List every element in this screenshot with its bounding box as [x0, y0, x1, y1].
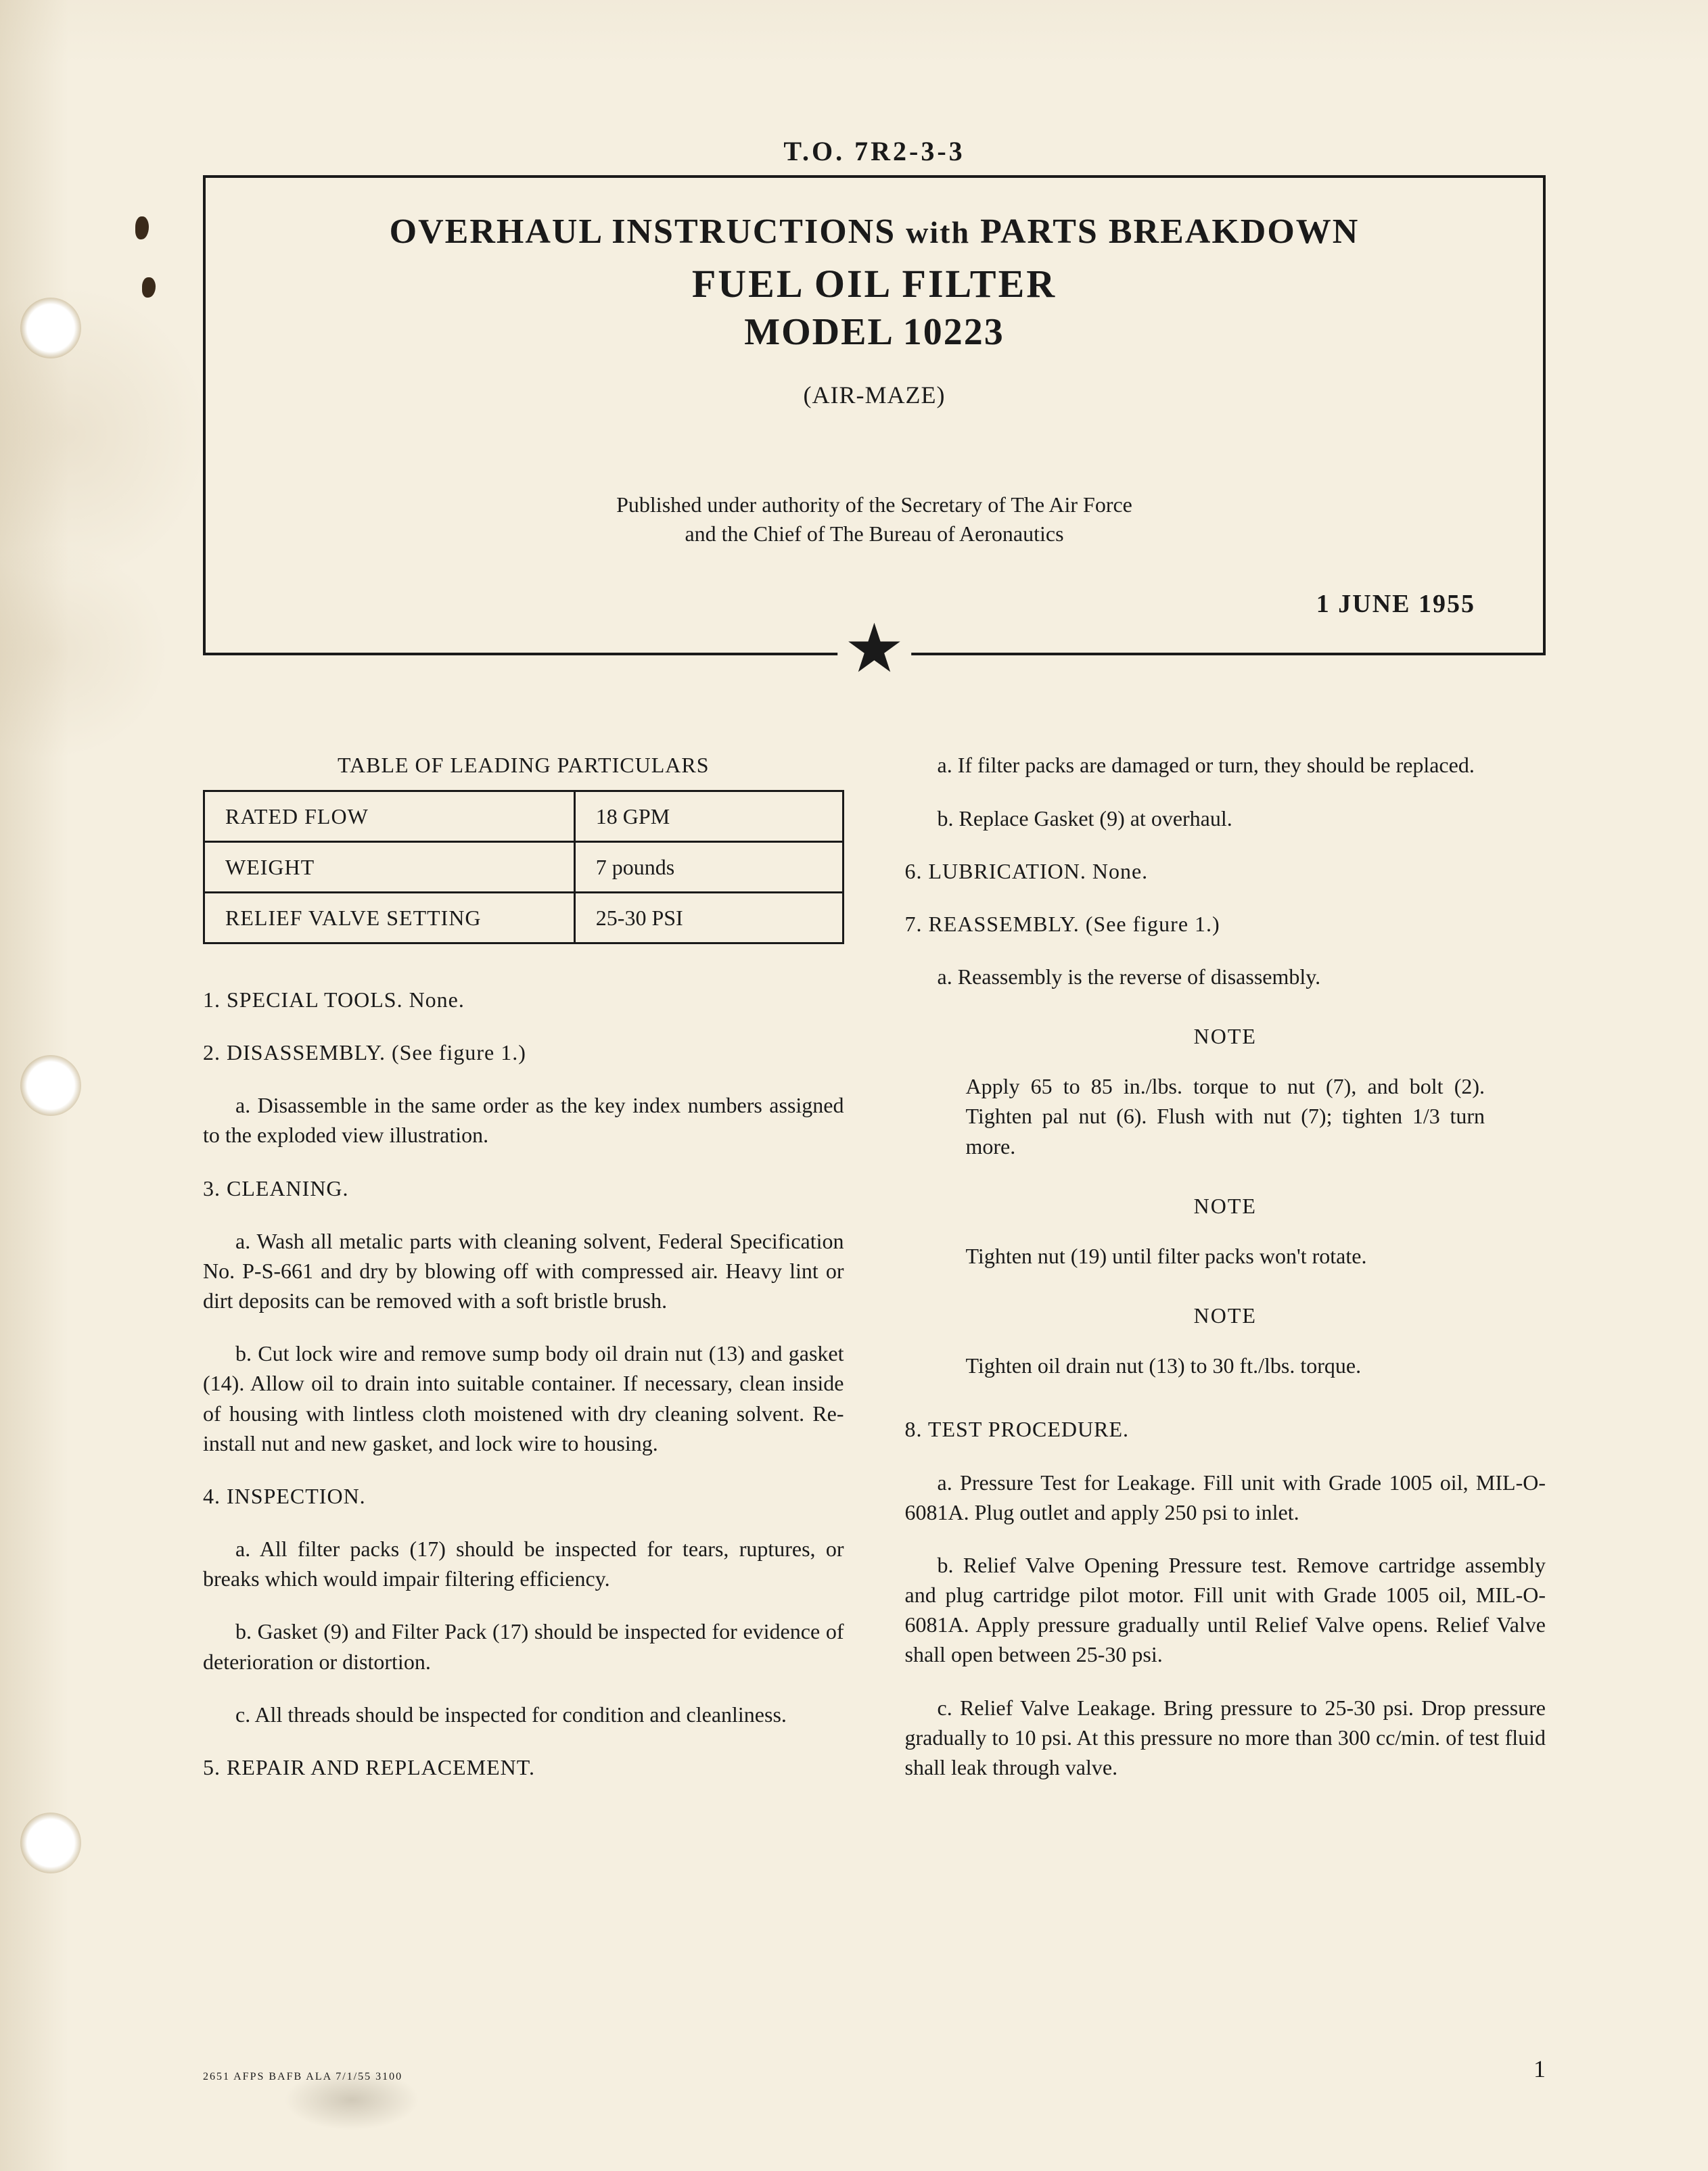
left-column: TABLE OF LEADING PARTICULARS RATED FLOW … [203, 750, 844, 1805]
para-4c: c. All threads should be inspected for c… [203, 1700, 844, 1729]
section-3-head: 3. CLEANING. [203, 1173, 844, 1203]
table-cell-value: 25-30 PSI [574, 892, 843, 943]
title-with: with [906, 215, 970, 250]
title-paren: (AIR-MAZE) [246, 381, 1502, 409]
particulars-table: RATED FLOW 18 GPM WEIGHT 7 pounds RELIEF… [203, 790, 844, 944]
para-5a: a. If filter packs are damaged or turn, … [905, 750, 1546, 780]
punch-hole [20, 1055, 81, 1116]
note-3: Tighten oil drain nut (13) to 30 ft./lbs… [905, 1351, 1546, 1380]
content-columns: TABLE OF LEADING PARTICULARS RATED FLOW … [203, 750, 1546, 1805]
page-number: 1 [1533, 2055, 1546, 2083]
table-caption: TABLE OF LEADING PARTICULARS [203, 750, 844, 780]
star-icon: ★ [837, 615, 912, 683]
para-8c: c. Relief Valve Leakage. Bring pressure … [905, 1693, 1546, 1782]
para-4a: a. All filter packs (17) should be inspe… [203, 1534, 844, 1593]
punch-hole [20, 1813, 81, 1873]
section-5-head: 5. REPAIR AND REPLACEMENT. [203, 1752, 844, 1782]
para-7a: a. Reassembly is the reverse of disassem… [905, 962, 1546, 991]
para-3a: a. Wash all metalic parts with cleaning … [203, 1226, 844, 1315]
note-2: Tighten nut (19) until filter packs won'… [905, 1241, 1546, 1271]
title-part-a: OVERHAUL INSTRUCTIONS [390, 212, 896, 251]
title-line-1: OVERHAUL INSTRUCTIONS with PARTS BREAKDO… [246, 212, 1502, 252]
note-heading: NOTE [905, 1021, 1546, 1051]
para-2a: a. Disassemble in the same order as the … [203, 1090, 844, 1150]
note-heading: NOTE [905, 1301, 1546, 1330]
section-4-head: 4. INSPECTION. [203, 1481, 844, 1511]
section-7-head: 7. REASSEMBLY. (See figure 1.) [905, 909, 1546, 939]
title-part-b: PARTS BREAKDOWN [980, 212, 1359, 251]
title-line-2: FUEL OIL FILTER [246, 261, 1502, 306]
table-cell-value: 7 pounds [574, 841, 843, 892]
page-footer: 2651 AFPS BAFB ALA 7/1/55 3100 1 [203, 2055, 1546, 2083]
footer-print-code: 2651 AFPS BAFB ALA 7/1/55 3100 [203, 2071, 402, 2083]
table-row: RELIEF VALVE SETTING 25-30 PSI [204, 892, 844, 943]
title-box: OVERHAUL INSTRUCTIONS with PARTS BREAKDO… [203, 175, 1546, 655]
note-heading: NOTE [905, 1191, 1546, 1221]
table-cell-label: WEIGHT [204, 841, 575, 892]
para-4b: b. Gasket (9) and Filter Pack (17) shoul… [203, 1616, 844, 1676]
table-cell-label: RELIEF VALVE SETTING [204, 892, 575, 943]
published-line-2: and the Chief of The Bureau of Aeronauti… [685, 521, 1063, 546]
published-line-1: Published under authority of the Secreta… [616, 492, 1132, 517]
section-2-head: 2. DISASSEMBLY. (See figure 1.) [203, 1037, 844, 1067]
published-authority: Published under authority of the Secreta… [246, 490, 1502, 548]
document-number: T.O. 7R2-3-3 [203, 135, 1546, 167]
para-5b: b. Replace Gasket (9) at overhaul. [905, 803, 1546, 833]
punch-hole [20, 298, 81, 358]
table-cell-label: RATED FLOW [204, 791, 575, 841]
section-6-head: 6. LUBRICATION. None. [905, 856, 1546, 886]
title-line-3: MODEL 10223 [246, 310, 1502, 354]
note-1: Apply 65 to 85 in./lbs. torque to nut (7… [905, 1071, 1546, 1161]
para-8a: a. Pressure Test for Leakage. Fill unit … [905, 1468, 1546, 1527]
para-3b: b. Cut lock wire and remove sump body oi… [203, 1338, 844, 1458]
table-row: WEIGHT 7 pounds [204, 841, 844, 892]
stain-spot [142, 277, 156, 298]
section-1-head: 1. SPECIAL TOOLS. None. [203, 985, 844, 1014]
stain-spot [135, 216, 149, 239]
para-8b: b. Relief Valve Opening Pressure test. R… [905, 1550, 1546, 1670]
section-8-head: 8. TEST PROCEDURE. [905, 1414, 1546, 1444]
right-column: a. If filter packs are damaged or turn, … [905, 750, 1546, 1805]
table-cell-value: 18 GPM [574, 791, 843, 841]
table-row: RATED FLOW 18 GPM [204, 791, 844, 841]
